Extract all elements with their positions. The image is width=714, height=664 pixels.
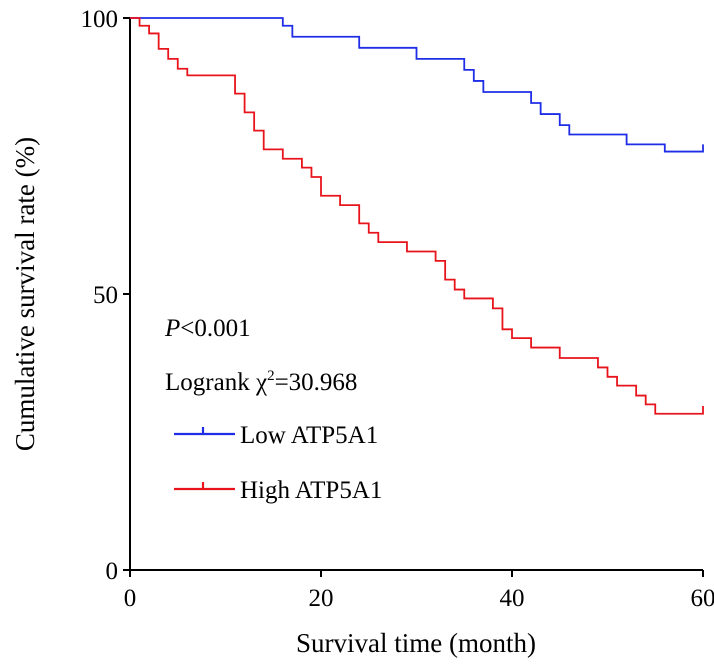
tick-marks: [123, 17, 704, 577]
x-tick-label: 60: [691, 585, 714, 612]
x-tick-label: 20: [309, 585, 334, 612]
p-letter: P: [164, 315, 180, 342]
legend-label-low: Low ATP5A1: [240, 422, 378, 449]
p-value-text: <0.001: [180, 315, 250, 342]
x-axis-title: Survival time (month): [296, 628, 536, 658]
y-tick-label: 50: [93, 282, 118, 309]
series-lines: [130, 17, 704, 415]
p-value-annotation: P<0.001: [164, 315, 251, 342]
logrank-prefix: Logrank: [165, 369, 256, 396]
y-axis-title: Cumulative survival rate (%): [10, 137, 40, 451]
series-line-low: [130, 17, 704, 153]
x-tick-label: 0: [124, 585, 137, 612]
y-tick-label: 100: [81, 6, 119, 33]
legend: Low ATP5A1 High ATP5A1: [174, 422, 382, 504]
logrank-value: =30.968: [275, 369, 358, 396]
legend-item-low: Low ATP5A1: [174, 422, 378, 449]
axes: [129, 18, 703, 571]
legend-item-high: High ATP5A1: [174, 477, 382, 504]
x-tick-label: 40: [500, 585, 525, 612]
tick-labels: 0 20 40 60 0 50 100: [81, 6, 714, 612]
series-line-high: [130, 17, 704, 415]
chi-symbol: χ: [255, 369, 267, 396]
logrank-annotation: Logrank χ2=30.968: [165, 368, 357, 396]
y-tick-label: 0: [106, 558, 119, 585]
chi-exponent: 2: [267, 368, 275, 384]
legend-label-high: High ATP5A1: [240, 477, 382, 504]
